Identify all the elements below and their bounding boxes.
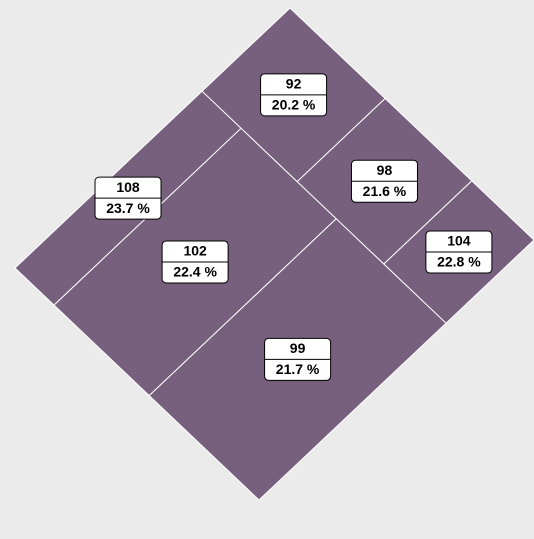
share-label: 20.2 % (272, 97, 316, 113)
value-label: 92 (286, 76, 302, 92)
share-label: 22.8 % (437, 254, 481, 270)
tile-label: 92 20.2 % (260, 73, 328, 117)
value-label: 108 (116, 179, 140, 195)
tile-label: 108 23.7 % (94, 176, 162, 220)
value-label: 98 (377, 162, 393, 178)
tile-label: 99 21.7 % (264, 337, 332, 381)
share-label: 23.7 % (106, 200, 150, 216)
value-label: 99 (290, 340, 306, 356)
share-label: 22.4 % (173, 264, 217, 280)
share-label: 21.7 % (276, 361, 320, 377)
share-label: 21.6 % (363, 183, 407, 199)
value-label: 102 (183, 243, 207, 259)
tile-label: 102 22.4 % (161, 240, 229, 284)
tile-label: 98 21.6 % (350, 159, 418, 203)
value-label: 104 (447, 233, 471, 249)
tile-label: 104 22.8 % (425, 230, 493, 274)
